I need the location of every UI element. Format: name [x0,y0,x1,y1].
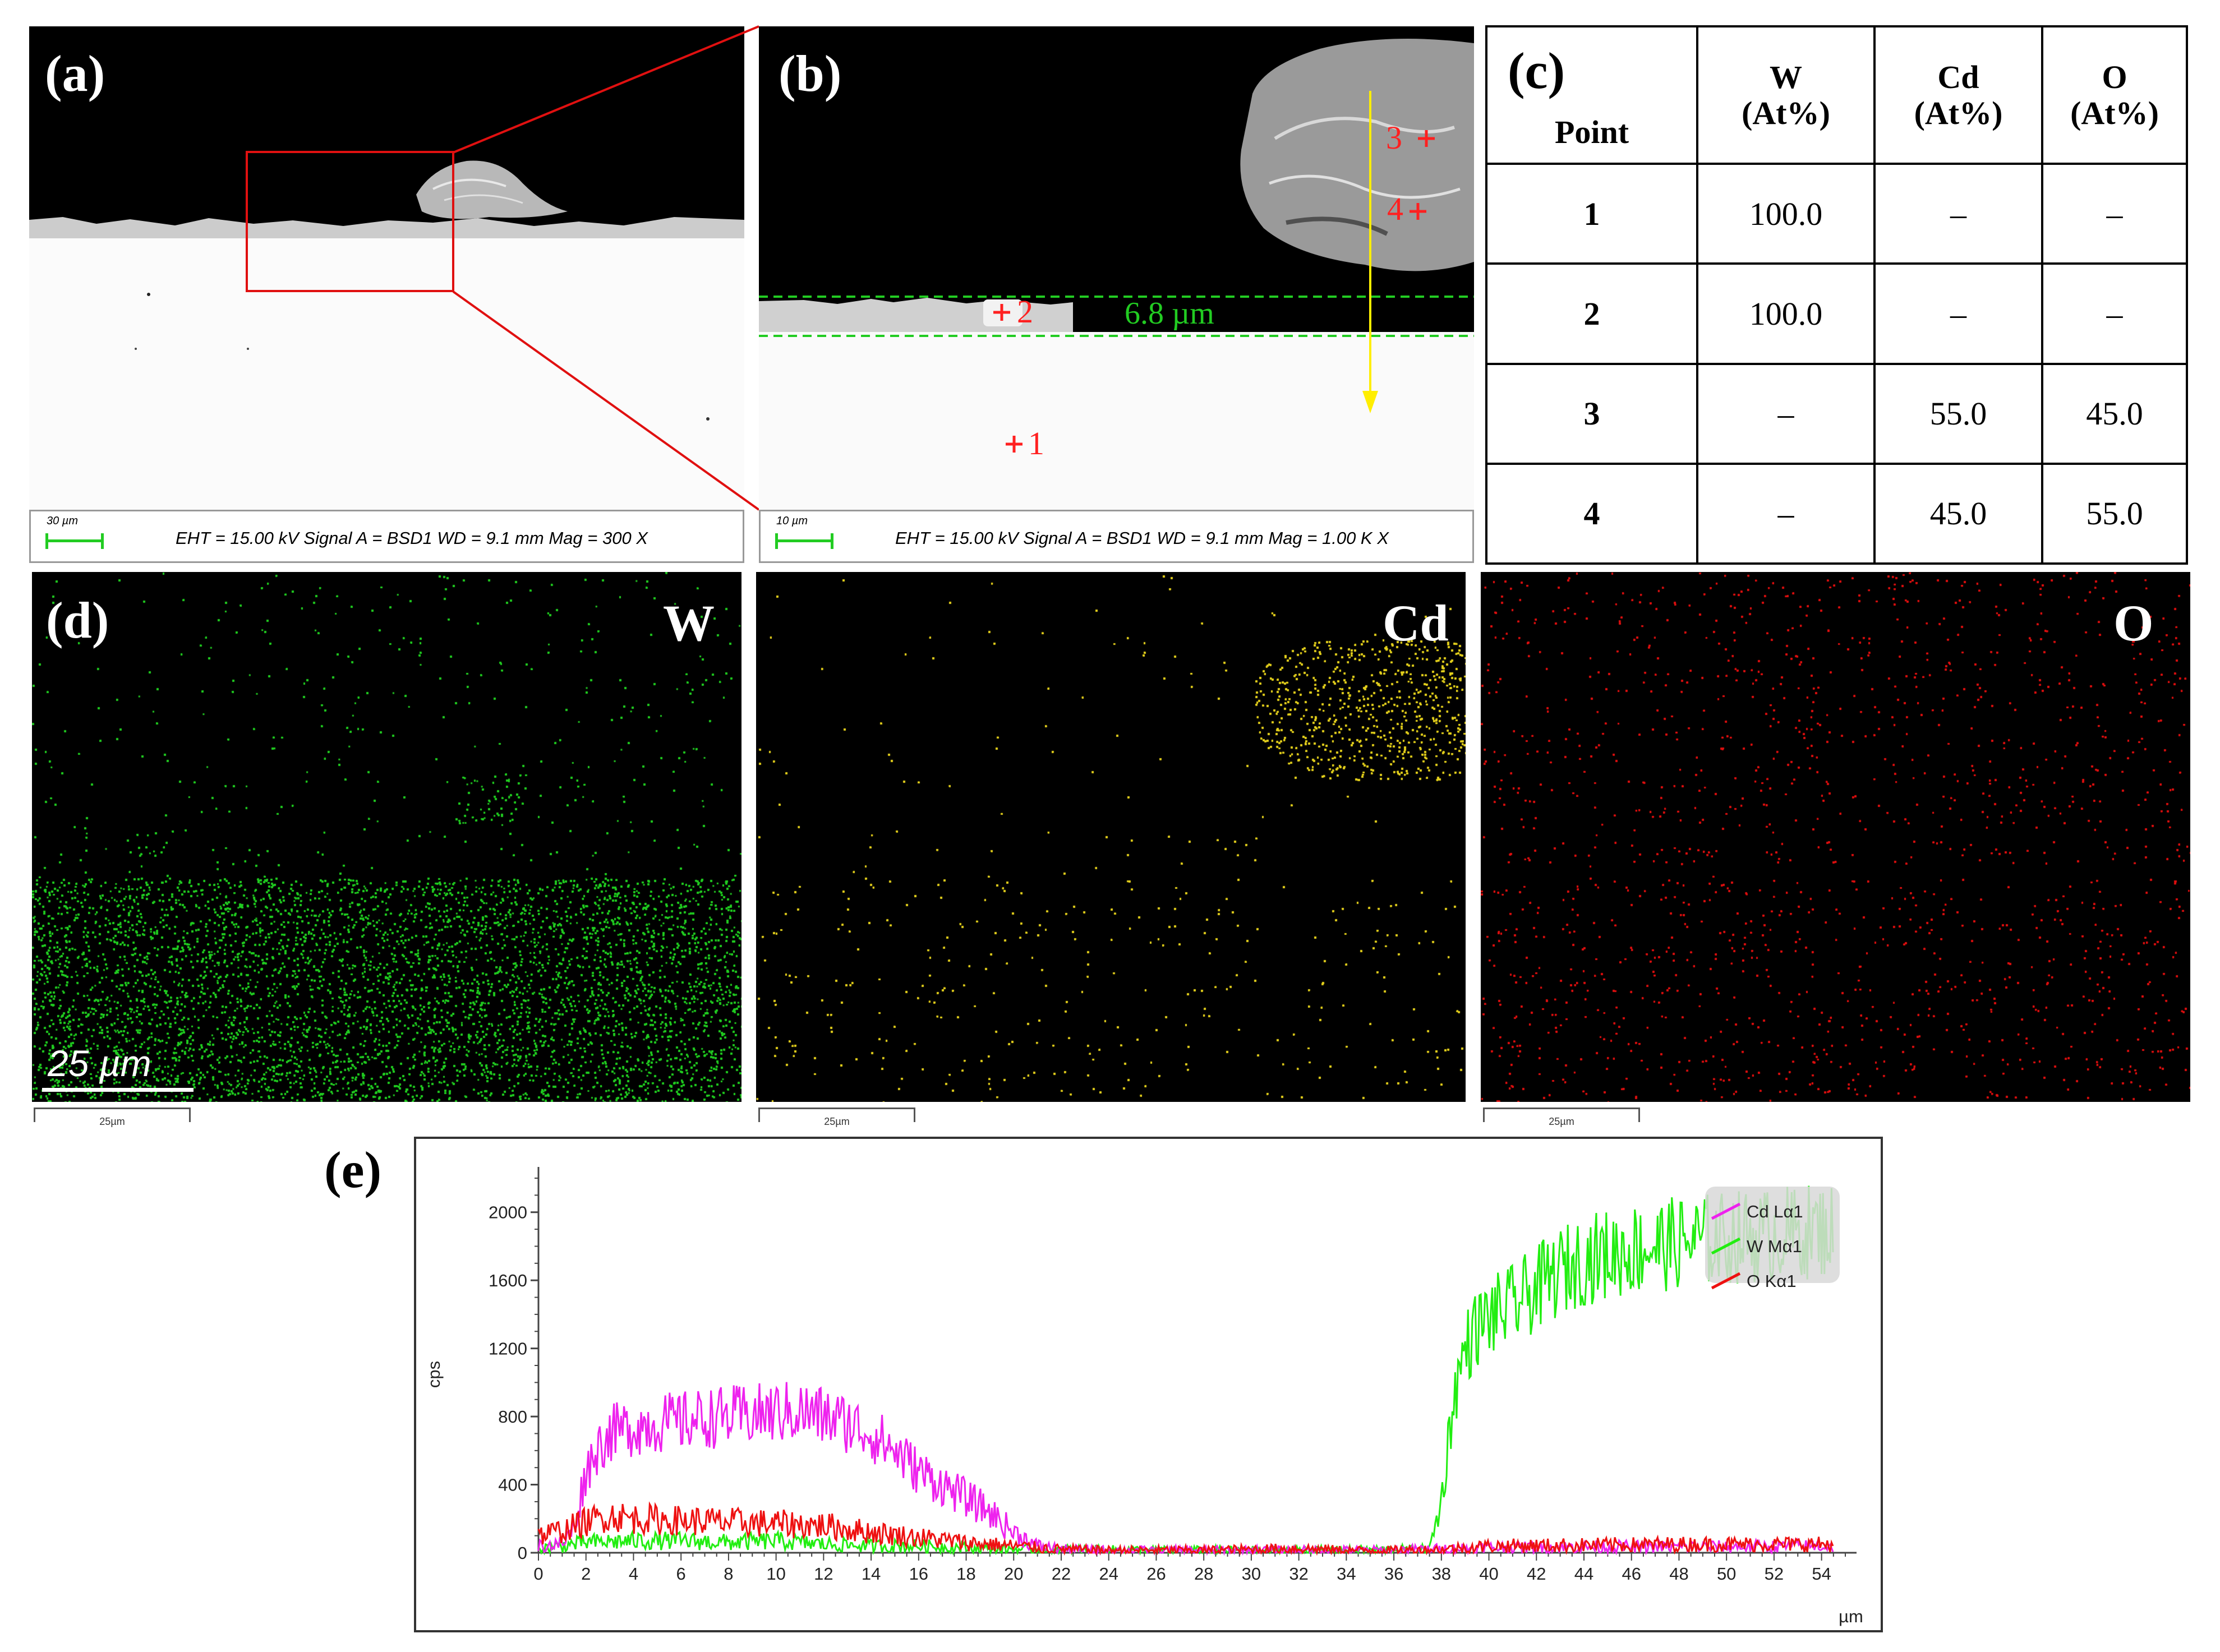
y-tick-label: 800 [498,1407,527,1427]
table-row: 3–55.0 45.0 [1485,362,2188,465]
x-tick-label: 32 [1289,1564,1308,1584]
legend-swatch [1711,1237,1741,1255]
x-tick-label: 14 [862,1564,881,1584]
point-1-label: 1 [1028,425,1044,462]
legend-label: O Kα1 [1747,1271,1797,1291]
composition-table: Point W (At%) Cd (At%) O (At%) 1 100.0– – 2 10… [1485,25,2188,565]
y-tick-label: 1600 [489,1271,527,1290]
x-tick-label: 34 [1337,1564,1356,1584]
cd-map-canvas [756,572,1466,1102]
panel-d-label: (d) [46,592,109,649]
point-markers [993,130,1435,453]
panel-b-sem-image: 3 4 2 1 6.8 µm [759,26,1474,510]
point-3-label: 3 [1386,119,1402,156]
x-tick-label: 36 [1384,1564,1403,1584]
x-tick-label: 46 [1622,1564,1641,1584]
y-tick-label: 2000 [489,1203,527,1222]
legend-swatch [1711,1272,1741,1290]
eds-map-cd [756,572,1466,1102]
map-label-cd: Cd [1383,594,1449,652]
x-tick-label: 8 [724,1564,733,1584]
x-tick-label: 4 [629,1564,638,1584]
x-tick-label: 18 [956,1564,975,1584]
x-tick-label: 42 [1527,1564,1546,1584]
small-scale-cd: 25µm [758,1108,915,1127]
y-tick-label: 0 [518,1543,527,1563]
table-row: 1 100.0– – [1485,162,2188,265]
legend-swatch [1711,1202,1741,1220]
map-scale-bar [42,1088,194,1092]
series-line-2 [537,1501,1834,1556]
legend-label: W Mα1 [1747,1236,1802,1256]
header-cd: Cd (At%) [1873,25,2043,165]
map-label-w: W [663,594,715,652]
x-tick-label: 24 [1099,1564,1118,1584]
panel-e-label: (e) [324,1141,382,1198]
x-tick-label: 54 [1812,1564,1831,1584]
x-tick-label: 44 [1574,1564,1593,1584]
chart-legend: Cd Lα1 W Mα1 O Kα1 [1705,1187,1840,1291]
header-o: O (At%) [2041,25,2188,165]
x-tick-label: 30 [1242,1564,1261,1584]
panel-a-info-bar: 30 µm EHT = 15.00 kV Signal A = BSD1 WD … [29,510,744,563]
legend-label: Cd Lα1 [1747,1202,1803,1221]
w-map-canvas [32,572,741,1102]
x-tick-label: 38 [1432,1564,1451,1584]
scale-bar [45,533,104,549]
eds-map-o [1481,572,2190,1102]
x-axis-label: µm [1839,1607,1863,1626]
zoom-box [246,151,454,292]
x-tick-label: 0 [533,1564,543,1584]
series-line-0 [537,1382,1834,1556]
x-tick-label: 26 [1146,1564,1166,1584]
y-tick-label: 400 [498,1475,527,1495]
map-label-o: O [2113,594,2154,652]
x-tick-label: 20 [1004,1564,1023,1584]
x-tick-label: 2 [581,1564,591,1584]
sem-parameters: EHT = 15.00 kV Signal A = BSD1 WD = 9.1 … [176,528,648,548]
y-axis-label: cps [424,1361,444,1388]
small-scale-o: 25µm [1483,1108,1640,1127]
table-row: 4–45.0 55.0 [1485,462,2188,565]
point-2-label: 2 [1017,293,1033,330]
x-tick-label: 40 [1479,1564,1498,1584]
panel-a-label: (a) [45,45,105,102]
sem-parameters: EHT = 15.00 kV Signal A = BSD1 WD = 9.1 … [895,528,1389,548]
panel-c-label: (c) [1508,42,1565,99]
panel-b-label: (b) [779,45,842,102]
x-tick-label: 28 [1194,1564,1213,1584]
series-line-1 [537,1185,1834,1556]
scale-bar-label: 10 µm [776,515,808,527]
header-w: W (At%) [1696,25,1876,165]
x-tick-label: 52 [1765,1564,1784,1584]
x-tick-label: 50 [1717,1564,1736,1584]
panel-b-info-bar: 10 µm EHT = 15.00 kV Signal A = BSD1 WD … [759,510,1474,563]
scale-bar-label: 30 µm [47,515,78,527]
layer-thickness-label: 6.8 µm [1125,296,1214,331]
x-tick-label: 22 [1052,1564,1071,1584]
map-scale-label: 25 µm [48,1042,151,1084]
panel-a-sem-image [29,26,744,510]
point-4-label: 4 [1387,191,1403,227]
legend-box [1705,1187,1840,1283]
x-tick-label: 48 [1669,1564,1688,1584]
x-tick-label: 10 [766,1564,785,1584]
o-map-canvas [1481,572,2190,1102]
line-scan-chart-frame: 0 400 800 1200 1600 2000 0 2 4 6 8 10 12 14 16 18 20 22 24… [414,1137,1883,1632]
eds-map-w [32,572,741,1102]
header-point: Point [1485,25,1698,165]
y-tick-label: 1200 [489,1339,527,1359]
table-header-row: Point W (At%) Cd (At%) O (At%) [1485,25,2188,165]
small-scale-w: 25µm [34,1108,191,1127]
scale-bar [775,533,833,549]
x-tick-label: 12 [814,1564,833,1584]
x-tick-label: 16 [909,1564,928,1584]
x-tick-label: 6 [676,1564,686,1584]
table-row: 2 100.0– – [1485,262,2188,365]
